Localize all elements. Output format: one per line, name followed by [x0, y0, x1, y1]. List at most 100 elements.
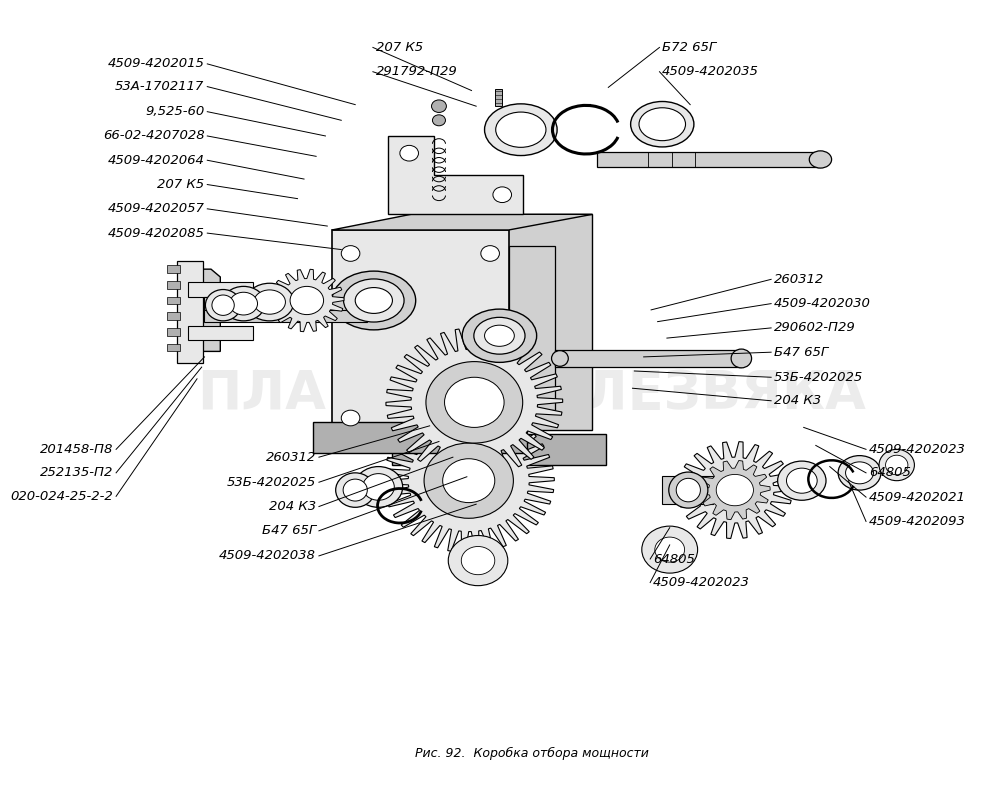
Text: 4509-4202057: 4509-4202057	[108, 202, 204, 215]
Polygon shape	[332, 215, 592, 230]
Text: 207 К5: 207 К5	[157, 178, 204, 191]
Text: 260312: 260312	[774, 273, 824, 286]
Bar	[167, 343, 180, 351]
Text: Б47 65Г: Б47 65Г	[774, 346, 828, 359]
Bar	[167, 265, 180, 273]
Ellipse shape	[355, 287, 392, 313]
Text: 53Б-4202025: 53Б-4202025	[227, 476, 316, 488]
Polygon shape	[388, 136, 523, 215]
Bar	[167, 281, 180, 289]
Bar	[555, 350, 741, 367]
Bar	[188, 282, 253, 297]
Ellipse shape	[639, 108, 686, 140]
Polygon shape	[270, 269, 344, 331]
Text: 4509-4202064: 4509-4202064	[108, 154, 204, 166]
Ellipse shape	[669, 472, 708, 508]
Text: 4509-4202030: 4509-4202030	[774, 297, 871, 310]
Text: 4509-4202021: 4509-4202021	[869, 491, 966, 503]
Ellipse shape	[222, 286, 265, 321]
Text: 53Б-4202025: 53Б-4202025	[774, 371, 863, 383]
Circle shape	[481, 410, 499, 426]
Ellipse shape	[462, 309, 537, 362]
Text: 66-02-4207028: 66-02-4207028	[103, 129, 204, 143]
Bar	[332, 230, 509, 438]
Circle shape	[493, 187, 512, 203]
Ellipse shape	[485, 104, 557, 155]
Bar	[411, 215, 592, 430]
Ellipse shape	[886, 455, 908, 475]
Circle shape	[432, 100, 446, 113]
Text: 290602-П29: 290602-П29	[774, 321, 856, 335]
Ellipse shape	[879, 450, 914, 481]
Text: 260312: 260312	[266, 451, 316, 464]
Ellipse shape	[778, 461, 826, 500]
Text: 291792-П29: 291792-П29	[376, 65, 457, 78]
Polygon shape	[386, 328, 563, 477]
Circle shape	[448, 536, 508, 585]
Ellipse shape	[496, 112, 546, 148]
Ellipse shape	[474, 317, 525, 354]
Bar	[392, 434, 606, 465]
Bar	[495, 89, 502, 107]
Circle shape	[481, 245, 499, 261]
Circle shape	[424, 443, 513, 518]
Ellipse shape	[212, 295, 234, 316]
Ellipse shape	[485, 325, 514, 346]
Bar	[597, 151, 820, 167]
Text: 4509-4202093: 4509-4202093	[869, 515, 966, 528]
Bar	[509, 245, 555, 410]
Text: 204 К3: 204 К3	[774, 394, 821, 407]
Polygon shape	[190, 269, 220, 351]
Ellipse shape	[552, 350, 568, 366]
Bar	[177, 261, 203, 363]
Circle shape	[716, 474, 753, 506]
Text: Рис. 92.  Коробка отбора мощности: Рис. 92. Коробка отбора мощности	[415, 746, 649, 760]
Polygon shape	[699, 461, 770, 520]
Bar	[167, 328, 180, 336]
Text: 53А-1702117: 53А-1702117	[115, 80, 204, 93]
Bar	[167, 297, 180, 305]
Ellipse shape	[676, 478, 700, 502]
Ellipse shape	[786, 468, 817, 493]
Ellipse shape	[838, 455, 881, 490]
Text: 020-024-25-2-2: 020-024-25-2-2	[11, 490, 113, 503]
Text: 4509-4202035: 4509-4202035	[662, 65, 759, 78]
Polygon shape	[383, 409, 554, 552]
Ellipse shape	[363, 473, 394, 500]
Text: 4509-4202015: 4509-4202015	[108, 58, 204, 70]
Circle shape	[655, 537, 685, 562]
Text: 64805: 64805	[869, 466, 911, 480]
Bar	[313, 422, 527, 453]
Circle shape	[642, 526, 698, 573]
Text: 9,525-60: 9,525-60	[145, 105, 204, 118]
Ellipse shape	[205, 290, 241, 321]
Ellipse shape	[631, 102, 694, 147]
Ellipse shape	[245, 283, 294, 321]
Circle shape	[445, 377, 504, 428]
Circle shape	[443, 458, 495, 503]
Circle shape	[461, 547, 495, 574]
Ellipse shape	[343, 479, 367, 501]
Ellipse shape	[344, 279, 404, 322]
Ellipse shape	[254, 290, 285, 314]
Text: 4509-4202023: 4509-4202023	[653, 576, 750, 589]
Text: 207 К5: 207 К5	[376, 41, 423, 54]
Text: 4509-4202038: 4509-4202038	[219, 549, 316, 563]
Text: 204 К3: 204 К3	[269, 500, 316, 513]
Bar	[204, 310, 367, 323]
Circle shape	[400, 145, 418, 161]
Circle shape	[341, 410, 360, 426]
Bar	[167, 312, 180, 320]
Ellipse shape	[846, 462, 873, 484]
Text: 201458-П8: 201458-П8	[40, 443, 113, 456]
Text: 4509-4202023: 4509-4202023	[869, 443, 966, 456]
Polygon shape	[677, 442, 793, 539]
Circle shape	[341, 245, 360, 261]
Text: Б72 65Г: Б72 65Г	[662, 41, 717, 54]
Circle shape	[290, 286, 324, 315]
Bar	[662, 476, 713, 504]
Ellipse shape	[336, 473, 375, 507]
Text: 64805: 64805	[653, 552, 695, 566]
Text: 4509-4202085: 4509-4202085	[108, 226, 204, 240]
Ellipse shape	[230, 292, 258, 315]
